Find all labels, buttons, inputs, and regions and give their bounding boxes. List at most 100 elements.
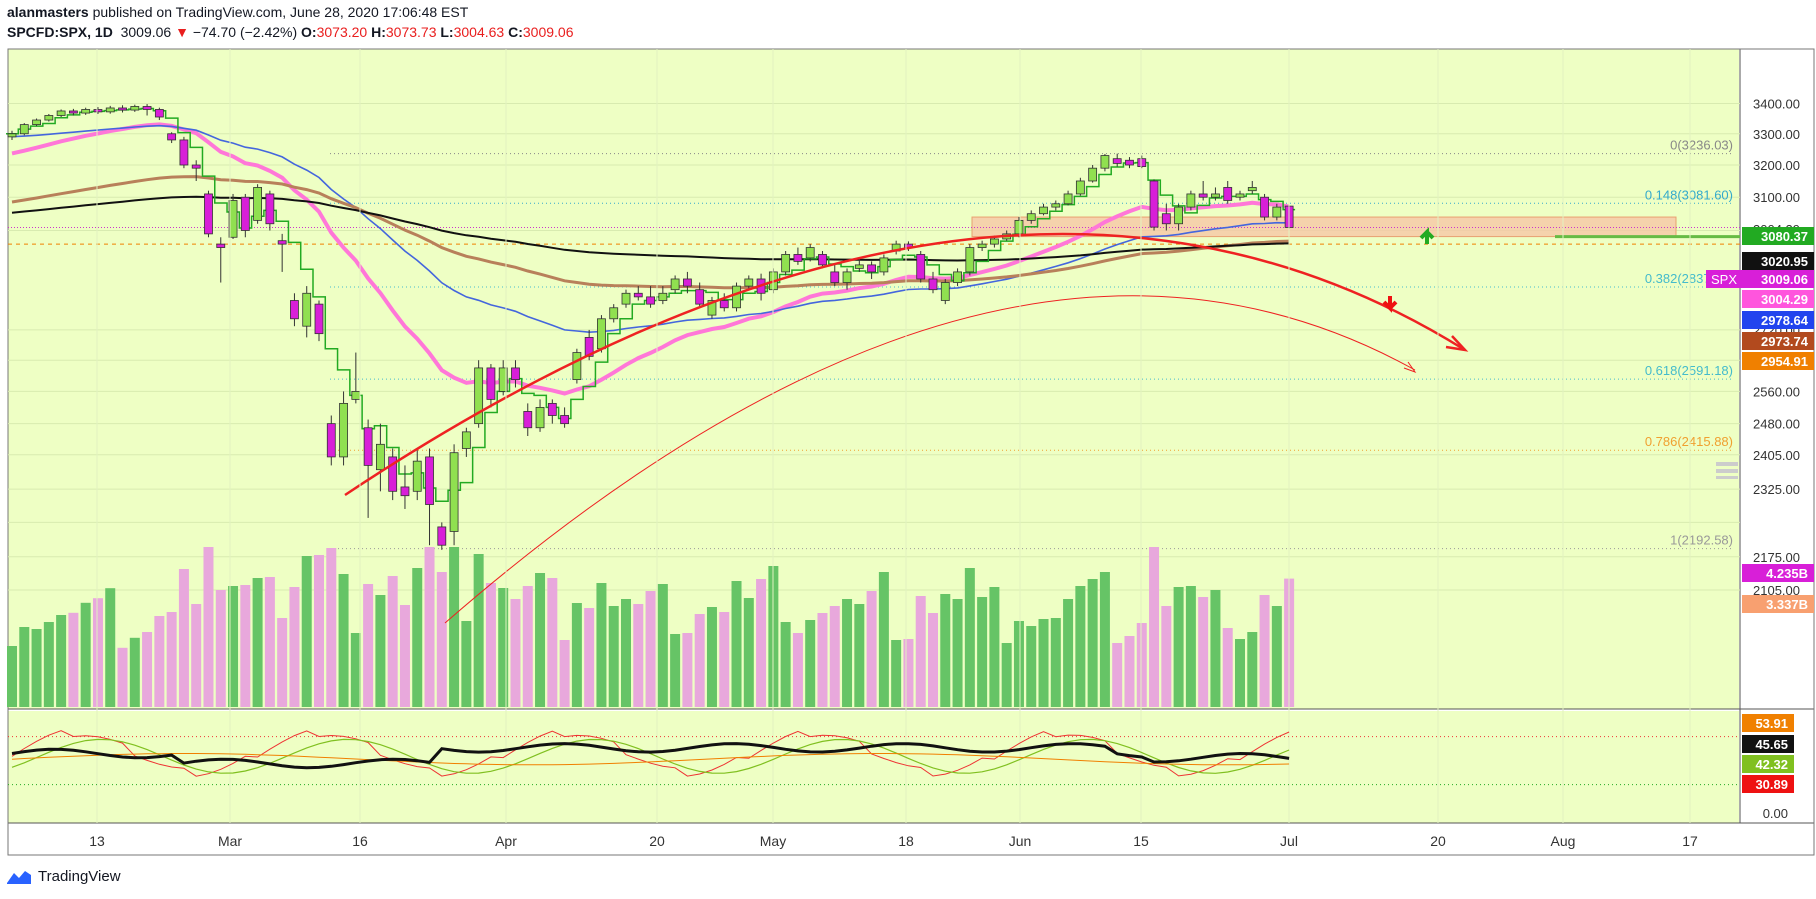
publish-line: alanmasters published on TradingView.com… <box>7 4 468 20</box>
candle-body <box>154 109 164 118</box>
price-axis-background <box>1740 49 1814 823</box>
candle-body <box>240 196 250 231</box>
candle-body <box>990 238 999 245</box>
candle-body <box>1260 196 1269 218</box>
volume-bar <box>117 647 128 707</box>
volume-bar <box>1112 643 1123 707</box>
osc-badge-label: 45.65 <box>1755 737 1788 752</box>
axis-marker <box>1716 469 1738 473</box>
candle-body <box>461 431 471 449</box>
price-axis-tick-label: 3200.00 <box>1753 158 1800 173</box>
candle-body <box>351 391 361 400</box>
volume-bar <box>485 583 496 707</box>
volume-bar <box>68 612 79 707</box>
candle-body <box>916 254 926 280</box>
volume-bar <box>1001 643 1012 707</box>
volume-bar <box>264 577 275 707</box>
candle-body <box>867 264 876 273</box>
candle-body <box>228 200 238 238</box>
volume-bar <box>559 640 570 707</box>
volume-bar <box>105 588 116 707</box>
candle-body <box>277 240 287 245</box>
close-value: 3009.06 <box>522 24 574 40</box>
price-badge-label: 3004.29 <box>1761 292 1808 307</box>
volume-bar <box>449 547 460 707</box>
time-axis-tick-label: Aug <box>1551 833 1576 849</box>
time-axis-tick-label: 17 <box>1682 833 1698 849</box>
candle-body <box>1125 159 1134 166</box>
candle-body <box>1272 206 1282 218</box>
candle-body <box>425 456 434 505</box>
candle-body <box>597 318 606 350</box>
price-axis-tick-label: 2560.00 <box>1753 384 1800 399</box>
candle-body <box>1223 187 1233 201</box>
candle-body <box>1247 187 1257 192</box>
price-badge <box>1742 352 1814 370</box>
volume-bar <box>829 606 840 707</box>
price-axis-tick-label: 2175.00 <box>1753 550 1800 565</box>
price-badge <box>1742 311 1814 329</box>
candle-body <box>32 119 41 125</box>
volume-bar <box>56 615 67 707</box>
candle-body <box>449 452 459 532</box>
volume-bar <box>387 576 398 707</box>
candle-body <box>744 278 754 287</box>
candle-body <box>818 254 827 266</box>
volume-bar <box>1247 632 1258 707</box>
axis-marker <box>1716 476 1738 479</box>
volume-bar <box>571 603 582 707</box>
candle-body <box>658 292 668 301</box>
candle-body <box>314 303 324 335</box>
fib-level-label: 0(3236.03) <box>1670 138 1733 153</box>
candle-body <box>940 282 950 301</box>
candle-body <box>646 296 655 305</box>
volume-bar <box>854 604 865 707</box>
price-axis-tick-label: 2480.00 <box>1753 417 1800 432</box>
volume-bar <box>43 622 54 707</box>
tradingview-footer[interactable]: TradingView <box>6 868 121 885</box>
volume-bar <box>166 612 177 707</box>
candle-body <box>290 300 299 320</box>
volume-bar <box>142 632 153 707</box>
support-zone <box>971 216 1677 238</box>
volume-bar <box>878 572 889 707</box>
volume-bar <box>252 578 263 707</box>
volume-bar <box>903 639 914 707</box>
volume-bar <box>215 590 226 707</box>
volume-bar <box>817 613 828 707</box>
low-value: 3004.63 <box>453 24 505 40</box>
osc-orange-line <box>11 753 1290 766</box>
volume-bar <box>178 569 189 707</box>
candle-body <box>1100 155 1110 169</box>
volume-bar <box>842 599 853 707</box>
candle-body <box>130 106 140 111</box>
author-name[interactable]: alanmasters <box>7 4 89 20</box>
candle-body <box>1235 193 1245 198</box>
volume-bar <box>350 633 361 707</box>
candle-body <box>1051 203 1061 208</box>
open-label: O: <box>301 24 317 40</box>
volume-bar <box>31 629 42 707</box>
candle-body <box>204 193 213 235</box>
osc-black-line <box>11 742 1290 770</box>
candle-body <box>670 278 680 291</box>
volume-bar <box>80 602 91 707</box>
symbol-tag-label: SPX <box>1711 272 1737 287</box>
candle-body <box>928 278 938 291</box>
candle-body <box>609 307 619 320</box>
price-axis-tick-label: 3300.00 <box>1753 127 1800 142</box>
volume-bar <box>129 637 140 707</box>
volume-bar <box>154 616 165 707</box>
candle-body <box>1137 158 1147 167</box>
volume-bar <box>498 588 509 707</box>
candle-body <box>781 254 791 273</box>
symbol-label: SPCFD:SPX, 1D <box>7 24 113 40</box>
candle-body <box>633 292 643 298</box>
volume-bar <box>633 604 644 707</box>
price-axis-tick-label: 2105.00 <box>1753 583 1800 598</box>
high-value: 3073.73 <box>385 24 437 40</box>
price-badge-label: 3009.06 <box>1761 272 1808 287</box>
red-arc-thin-arrowhead <box>1403 361 1417 374</box>
volume-bar <box>891 640 902 707</box>
